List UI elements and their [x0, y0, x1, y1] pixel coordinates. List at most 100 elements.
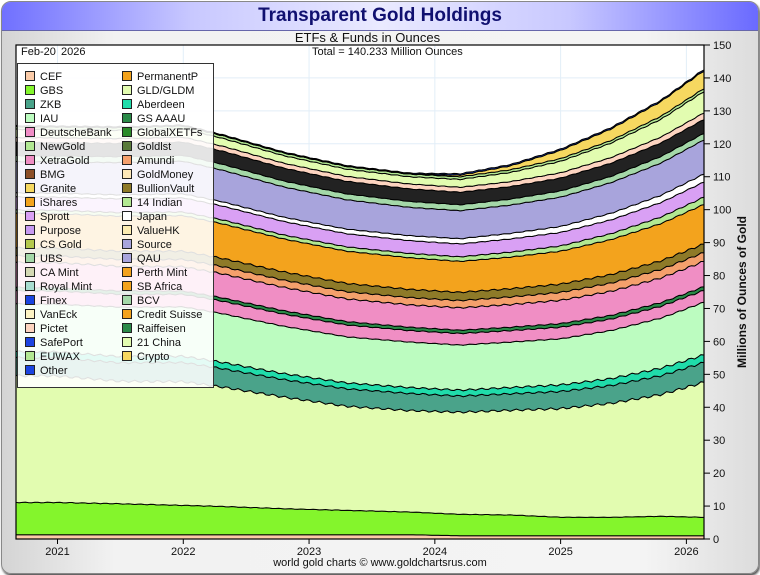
legend-label: Aberdeen: [137, 99, 185, 111]
legend-swatch: [25, 113, 35, 123]
y-tick-label: 60: [713, 336, 725, 348]
chart-subtitle: ETFs & Funds in Ounces: [294, 30, 441, 45]
legend-swatch: [122, 239, 132, 249]
legend-swatch: [122, 141, 132, 151]
total-label: Total = 140.233 Million Ounces: [312, 46, 463, 58]
x-tick-label: 2025: [548, 546, 572, 558]
date-label: Feb-20: [21, 46, 56, 58]
legend-swatch: [122, 71, 132, 81]
y-tick-label: 50: [713, 369, 725, 381]
legend-label: Royal Mint: [40, 281, 92, 293]
legend-item: GLD/GLDM: [122, 84, 194, 98]
legend-label: Other: [40, 365, 68, 377]
legend: CEF GBS ZKB IAU DeutscheBank NewGold XetraGold…: [17, 63, 214, 388]
legend-label: Source: [137, 239, 172, 251]
legend-swatch: [122, 253, 132, 263]
legend-swatch: [25, 127, 35, 137]
legend-label: Amundi: [137, 155, 175, 167]
legend-item: NewGold: [25, 140, 85, 154]
legend-item: 21 China: [122, 336, 181, 350]
legend-swatch: [122, 337, 132, 347]
legend-label: iShares: [40, 197, 78, 209]
legend-swatch: [25, 239, 35, 249]
legend-item: CS Gold: [25, 238, 82, 252]
legend-item: UBS: [25, 252, 63, 266]
title-bar: Transparent Gold Holdings: [2, 2, 758, 31]
legend-item: Crypto: [122, 350, 169, 364]
legend-item: iShares: [25, 196, 77, 210]
legend-label: Sprott: [40, 211, 70, 223]
legend-item: 14 Indian: [122, 196, 182, 210]
legend-label: ZKB: [40, 99, 62, 111]
legend-item: DeutscheBank: [25, 126, 112, 140]
legend-label: ValueHK: [137, 225, 180, 237]
legend-item: BullionVault: [122, 182, 194, 196]
legend-label: BullionVault: [137, 183, 195, 195]
legend-item: IAU: [25, 112, 58, 126]
legend-swatch: [25, 351, 35, 361]
legend-label: CA Mint: [40, 267, 79, 279]
legend-item: Source: [122, 238, 172, 252]
legend-label: Raiffeisen: [137, 323, 186, 335]
legend-swatch: [122, 155, 132, 165]
legend-label: 14 Indian: [137, 197, 183, 209]
y-tick-label: 30: [713, 435, 725, 447]
legend-swatch: [25, 295, 35, 305]
legend-label: DeutscheBank: [40, 127, 112, 139]
legend-label: EUWAX: [40, 351, 80, 363]
legend-item: Raiffeisen: [122, 322, 186, 336]
x-tick-label: 2026: [674, 546, 698, 558]
legend-item: SB Africa: [122, 280, 182, 294]
legend-swatch: [122, 85, 132, 95]
legend-label: Japan: [137, 211, 167, 223]
chart-title: Transparent Gold Holdings: [258, 5, 502, 26]
legend-label: Finex: [40, 295, 67, 307]
legend-item: Japan: [122, 210, 167, 224]
legend-item: BCV: [122, 294, 160, 308]
legend-swatch: [25, 155, 35, 165]
legend-swatch: [122, 351, 132, 361]
legend-swatch: [25, 323, 35, 333]
legend-label: SafePort: [40, 337, 83, 349]
legend-label: GBS: [40, 85, 64, 97]
y-tick-label: 110: [713, 172, 731, 184]
legend-label: 21 China: [137, 337, 182, 349]
legend-label: Pictet: [40, 323, 68, 335]
legend-item: Credit Suisse: [122, 308, 202, 322]
legend-item: Royal Mint: [25, 280, 92, 294]
legend-swatch: [25, 253, 35, 263]
y-tick-label: 140: [713, 73, 731, 85]
legend-label: QAU: [137, 253, 161, 265]
x-axis: 2021 2022 2023 2024 2025 2026: [45, 539, 699, 558]
y-tick-label: 90: [713, 238, 725, 250]
legend-item: Sprott: [25, 210, 69, 224]
y-tick-label: 130: [713, 106, 731, 118]
legend-item: CEF: [25, 70, 62, 84]
legend-label: CEF: [40, 71, 62, 83]
legend-label: Granite: [40, 183, 77, 195]
legend-label: BMG: [40, 169, 66, 181]
legend-item: VanEck: [25, 308, 77, 322]
legend-item: CA Mint: [25, 266, 79, 280]
legend-swatch: [25, 197, 35, 207]
legend-label: Crypto: [137, 351, 170, 363]
legend-label: GLD/GLDM: [137, 85, 195, 97]
y-tick-label: 40: [713, 402, 725, 414]
legend-item: Aberdeen: [122, 98, 185, 112]
legend-swatch: [122, 197, 132, 207]
legend-swatch: [25, 211, 35, 221]
legend-swatch: [122, 309, 132, 319]
legend-item: Purpose: [25, 224, 81, 238]
legend-label: XetraGold: [40, 155, 90, 167]
legend-swatch: [122, 99, 132, 109]
legend-item: SafePort: [25, 336, 83, 350]
y-tick-label: 150: [713, 40, 731, 52]
legend-swatch: [25, 365, 35, 375]
legend-label: BCV: [137, 295, 160, 307]
legend-label: SB Africa: [137, 281, 183, 293]
legend-item: GlobalXETFs: [122, 126, 202, 140]
legend-item: Finex: [25, 294, 67, 308]
legend-item: Goldlst: [122, 140, 171, 154]
legend-label: GlobalXETFs: [137, 127, 203, 139]
legend-item: Granite: [25, 182, 76, 196]
